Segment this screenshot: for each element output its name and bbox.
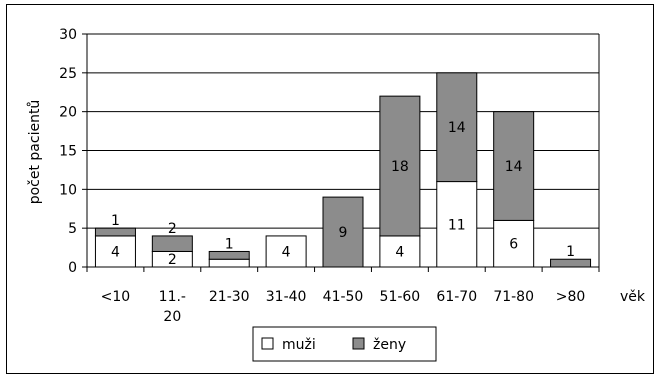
bar-segment-zeny: [550, 258, 592, 268]
legend: muži ženy: [252, 326, 437, 362]
legend-label-zeny: ženy: [373, 337, 406, 353]
data-label-muzi: 11: [448, 217, 466, 233]
y-tick-label: 15: [59, 144, 77, 160]
x-tick-labels: <10 11.- 20 21-30 31-40 41-50 51-60 61-70 71-80 >…: [101, 289, 586, 325]
x-axis-label: věk: [620, 289, 646, 305]
x-tick-label: 11.-: [159, 289, 186, 305]
data-label-zeny: 1: [225, 236, 234, 252]
x-tick-label: 61-70: [436, 289, 477, 305]
bars: [94, 72, 592, 268]
bar-segment-zeny: [208, 250, 250, 260]
bar-segment-zeny: [493, 111, 535, 221]
data-label-zeny: 2: [168, 221, 177, 237]
bar-segment-muzi: [379, 235, 421, 268]
x-tick-label: 71-80: [493, 289, 534, 305]
data-label-zeny: 14: [505, 159, 523, 175]
bar-segment-zeny: [379, 95, 421, 237]
x-tick-label: 20: [163, 309, 181, 325]
legend-box: [252, 326, 437, 362]
bar-segment-muzi: [265, 235, 307, 268]
legend-swatch-zeny: [352, 337, 365, 350]
y-tick-label: 5: [68, 221, 77, 237]
bar-segment-muzi: [493, 219, 535, 268]
bar-segment-zeny: [322, 196, 364, 268]
y-tick-label: 25: [59, 66, 77, 82]
y-tick-label: 0: [68, 260, 77, 276]
data-label-zeny: 1: [111, 213, 120, 229]
y-tick-labels: 0 5 10 15 20 25 30: [59, 27, 77, 276]
bar-segment-zeny: [436, 72, 478, 183]
x-tick-label: 41-50: [323, 289, 364, 305]
data-label-muzi: 4: [111, 244, 120, 260]
y-tick-label: 10: [59, 182, 77, 198]
legend-label-muzi: muži: [282, 337, 316, 353]
bar-segment-zeny: [94, 227, 136, 237]
bar-segment-muzi: [208, 258, 250, 268]
legend-swatch-muzi: [261, 337, 274, 350]
bar-segment-muzi: [94, 235, 136, 268]
data-label-muzi: 4: [395, 244, 404, 260]
data-label-muzi: 2: [168, 252, 177, 268]
data-label-zeny: 1: [566, 244, 575, 260]
bar-segment-zeny: [151, 235, 193, 252]
chart-frame: 4 1 2 2 1 4 9 4 18 11 14 6 14 1 0 5 10 15 20 25 30 <10 11.- 2…: [6, 4, 654, 374]
x-tick-label: 21-30: [209, 289, 250, 305]
data-label-muzi: 4: [282, 244, 291, 260]
x-tick-label: 31-40: [266, 289, 307, 305]
data-label-muzi: 6: [509, 237, 518, 253]
x-tick-label: <10: [101, 289, 131, 305]
data-label-zeny: 18: [391, 159, 409, 175]
y-tick-label: 20: [59, 105, 77, 121]
data-label-zeny: 14: [448, 120, 466, 136]
y-tick-label: 30: [59, 27, 77, 43]
x-tick-label: 51-60: [380, 289, 421, 305]
bar-segment-muzi: [436, 181, 478, 268]
x-tick-label: >80: [556, 289, 586, 305]
data-label-zeny: 9: [339, 225, 348, 241]
y-axis-label: počet pacientů: [27, 100, 43, 205]
